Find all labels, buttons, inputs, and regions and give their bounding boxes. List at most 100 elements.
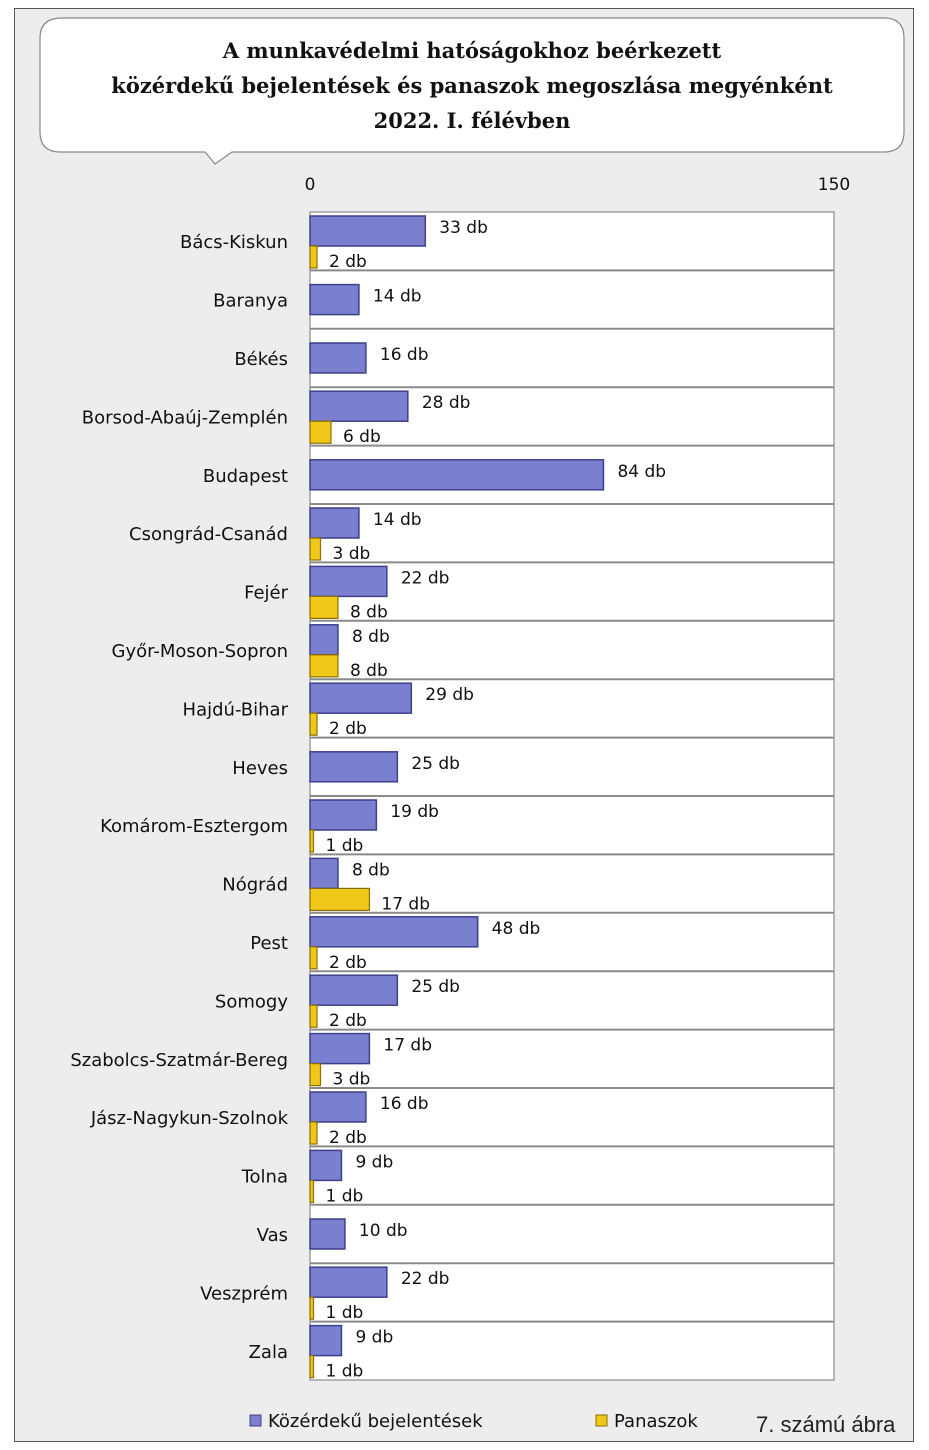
bar-panaszok	[309, 1121, 318, 1145]
legend-label-bejelentesek: Közérdekű bejelentések	[268, 1411, 483, 1432]
data-label-bejelentesek: 14 db	[373, 287, 422, 307]
chart-title-line-2: közérdekű bejelentések és panaszok megos…	[111, 73, 833, 98]
category-label: Pest	[250, 933, 288, 954]
category-label: Borsod-Abaúj-Zemplén	[82, 407, 288, 428]
legend-swatch-bejelentesek	[249, 1414, 262, 1427]
bar-panaszok	[309, 1296, 315, 1320]
data-label-panaszok: 2 db	[329, 953, 367, 973]
bar-panaszok	[309, 887, 370, 912]
data-label-panaszok: 2 db	[329, 719, 367, 739]
category-label: Baranya	[213, 291, 288, 312]
category-label: Veszprém	[200, 1283, 288, 1304]
category-label: Győr-Moson-Sopron	[112, 641, 288, 662]
data-label-bejelentesek: 19 db	[390, 802, 439, 822]
bar-bejelentesek	[309, 1091, 367, 1123]
category-label: Fejér	[244, 583, 289, 604]
bar-bejelentesek	[309, 1324, 343, 1357]
bar-panaszok	[309, 1004, 318, 1028]
data-label-bejelentesek: 48 db	[492, 919, 541, 939]
bar-bejelentesek	[309, 1218, 346, 1250]
bar-bejelentesek	[309, 1149, 343, 1182]
data-label-bejelentesek: 28 db	[422, 393, 471, 413]
bar-bejelentesek	[309, 624, 339, 656]
data-label-bejelentesek: 9 db	[355, 1328, 393, 1348]
bar-bejelentesek	[309, 565, 388, 598]
bar-panaszok	[309, 712, 318, 736]
category-label: Jász-Nagykun-Szolnok	[90, 1108, 289, 1129]
data-label-bejelentesek: 10 db	[359, 1221, 408, 1241]
bar-panaszok	[309, 537, 322, 561]
bar-bejelentesek	[309, 1266, 388, 1298]
legend-label-panaszok: Panaszok	[614, 1411, 698, 1432]
data-label-panaszok: 3 db	[332, 544, 370, 564]
data-label-panaszok: 8 db	[350, 602, 388, 622]
bar-bejelentesek	[309, 342, 367, 374]
data-label-bejelentesek: 8 db	[352, 627, 390, 647]
data-label-bejelentesek: 16 db	[380, 345, 429, 365]
bar-bejelentesek	[309, 459, 605, 491]
bar-panaszok	[309, 1179, 315, 1204]
category-label: Hajdú-Bihar	[183, 699, 289, 720]
data-label-panaszok: 2 db	[329, 1128, 367, 1148]
data-label-panaszok: 1 db	[325, 1303, 363, 1323]
x-tick-label-max: 150	[818, 175, 850, 195]
category-label: Szabolcs-Szatmár-Bereg	[70, 1050, 288, 1071]
data-label-panaszok: 1 db	[325, 1186, 363, 1206]
category-label: Nógrád	[222, 875, 288, 896]
bar-bejelentesek	[309, 283, 360, 316]
bar-panaszok	[309, 654, 339, 678]
data-label-bejelentesek: 25 db	[411, 754, 460, 774]
bar-panaszok	[309, 946, 318, 970]
category-label: Vas	[257, 1225, 288, 1246]
data-label-bejelentesek: 84 db	[617, 462, 666, 482]
plot-rows: Bács-Kiskun 33 db 2 db Baranya 14 db Békés 16 …	[70, 215, 834, 1382]
legend-swatch-panaszok	[595, 1414, 608, 1427]
category-label: Komárom-Esztergom	[100, 816, 288, 837]
bar-panaszok	[309, 595, 339, 620]
data-label-bejelentesek: 33 db	[439, 218, 488, 238]
bar-bejelentesek	[309, 857, 339, 890]
data-label-panaszok: 2 db	[329, 1011, 367, 1031]
category-label: Csongrád-Csanád	[129, 524, 288, 545]
data-label-bejelentesek: 16 db	[380, 1094, 429, 1114]
bar-bejelentesek	[309, 390, 409, 422]
category-label: Tolna	[241, 1167, 288, 1188]
chart-title-line-1: A munkavédelmi hatóságokhoz beérkezett	[222, 38, 722, 63]
data-label-panaszok: 1 db	[325, 1362, 363, 1382]
figure-number: 7. számú ábra	[756, 1412, 896, 1437]
category-label: Budapest	[203, 466, 288, 487]
chart-title-line-3: 2022. I. félévben	[374, 108, 571, 133]
category-label: Zala	[249, 1342, 288, 1363]
data-label-panaszok: 8 db	[350, 661, 388, 681]
bar-bejelentesek	[309, 974, 399, 1006]
data-label-bejelentesek: 22 db	[401, 1269, 450, 1289]
data-label-panaszok: 1 db	[325, 836, 363, 856]
data-label-bejelentesek: 9 db	[355, 1152, 393, 1172]
bar-bejelentesek	[309, 751, 399, 783]
title-callout	[39, 17, 905, 165]
bar-bejelentesek	[309, 1032, 371, 1065]
data-label-bejelentesek: 22 db	[401, 568, 450, 588]
category-label: Heves	[232, 758, 288, 779]
bar-bejelentesek	[309, 215, 427, 247]
bar-bejelentesek	[309, 799, 378, 831]
bar-panaszok	[309, 1354, 315, 1379]
data-label-bejelentesek: 29 db	[425, 685, 474, 705]
bar-bejelentesek	[309, 507, 360, 539]
category-label: Bács-Kiskun	[180, 232, 288, 253]
data-label-panaszok: 3 db	[332, 1070, 370, 1090]
data-label-panaszok: 2 db	[329, 252, 367, 272]
data-label-panaszok: 17 db	[381, 894, 430, 914]
data-label-panaszok: 6 db	[343, 427, 381, 447]
data-label-bejelentesek: 8 db	[352, 860, 390, 880]
category-label: Békés	[234, 349, 288, 370]
bar-panaszok	[309, 245, 318, 269]
category-label: Somogy	[215, 991, 288, 1012]
bar-bejelentesek	[309, 916, 479, 948]
data-label-bejelentesek: 25 db	[411, 977, 460, 997]
data-label-bejelentesek: 17 db	[383, 1036, 432, 1056]
x-tick-label-min: 0	[305, 175, 316, 195]
bar-bejelentesek	[309, 682, 413, 714]
bar-panaszok	[309, 1062, 322, 1087]
